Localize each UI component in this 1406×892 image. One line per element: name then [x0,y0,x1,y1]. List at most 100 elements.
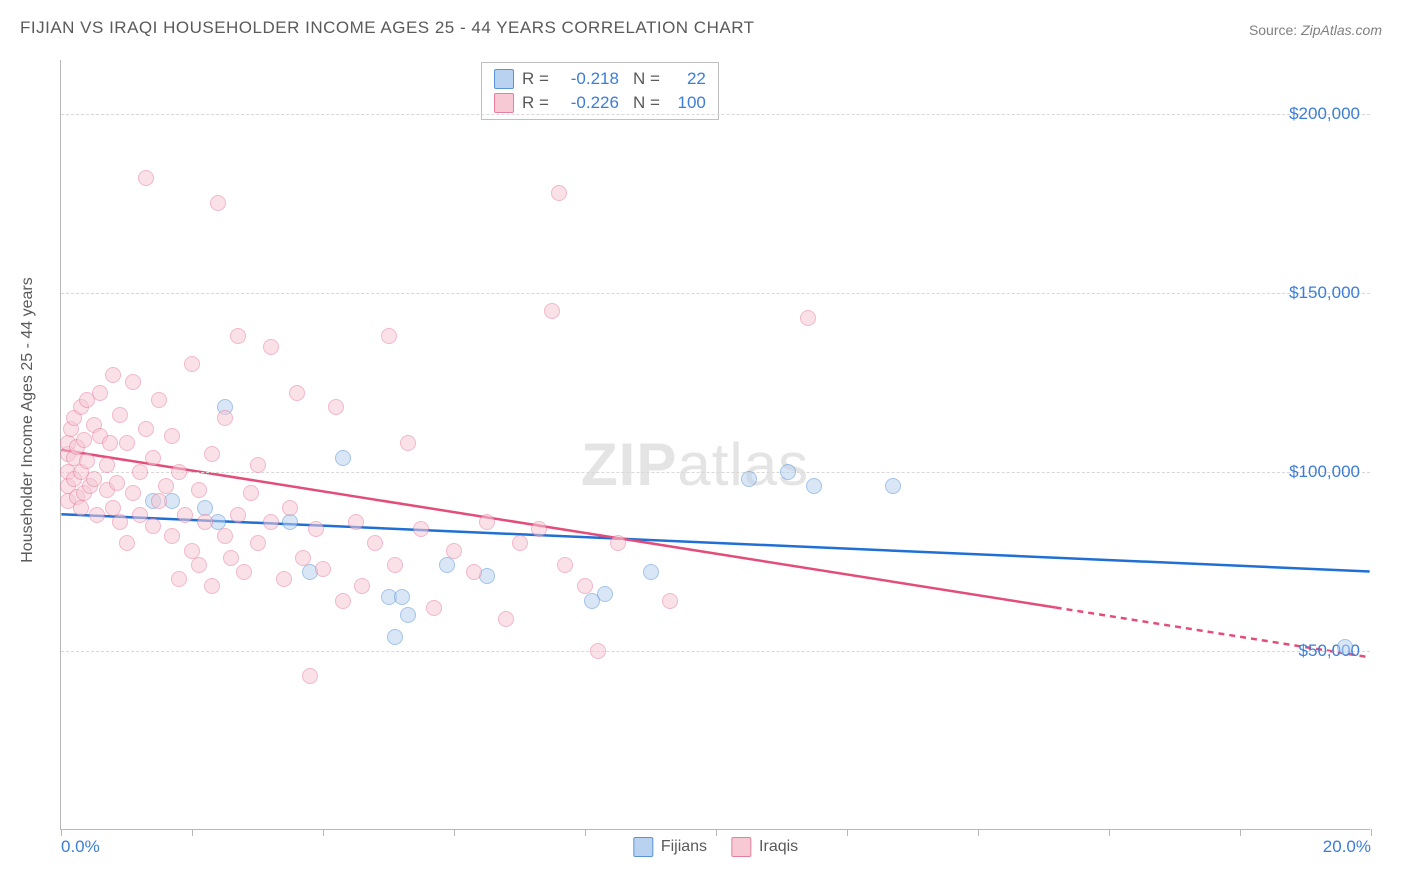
x-tick-mark [61,829,62,836]
legend-swatch [494,93,514,113]
scatter-point [544,303,560,319]
x-tick-mark [454,829,455,836]
scatter-point [145,518,161,534]
x-tick-mark [847,829,848,836]
legend-n-value: 22 [668,69,706,89]
scatter-point [577,578,593,594]
scatter-point [662,593,678,609]
gridline [61,293,1370,294]
scatter-point [158,478,174,494]
x-tick-mark [716,829,717,836]
scatter-point [250,535,266,551]
watermark-zip: ZIP [581,431,677,498]
scatter-point [446,543,462,559]
legend-r-value: -0.218 [557,69,619,89]
scatter-point [145,450,161,466]
scatter-point [236,564,252,580]
y-tick-label: $200,000 [1289,104,1360,124]
scatter-point [230,328,246,344]
scatter-point [119,535,135,551]
y-axis-label: Householder Income Ages 25 - 44 years [19,277,37,563]
scatter-point [99,457,115,473]
x-tick-mark [585,829,586,836]
scatter-point [191,557,207,573]
scatter-point [531,521,547,537]
scatter-point [89,507,105,523]
scatter-point [479,514,495,530]
scatter-point [132,464,148,480]
legend-n-value: 100 [668,93,706,113]
legend-swatch [494,69,514,89]
scatter-point [105,367,121,383]
scatter-point [780,464,796,480]
scatter-point [610,535,626,551]
scatter-point [466,564,482,580]
legend-n-label: N = [633,69,660,89]
scatter-point [387,557,403,573]
scatter-point [191,482,207,498]
scatter-point [171,464,187,480]
scatter-point [367,535,383,551]
scatter-point [151,392,167,408]
scatter-point [885,478,901,494]
scatter-point [171,571,187,587]
scatter-point [204,446,220,462]
scatter-point [217,410,233,426]
scatter-point [223,550,239,566]
scatter-point [125,485,141,501]
scatter-point [400,435,416,451]
scatter-point [79,453,95,469]
scatter-point [76,432,92,448]
legend-label: Iraqis [759,838,798,856]
legend-r-value: -0.226 [557,93,619,113]
legend-label: Fijians [661,838,707,856]
scatter-point [151,493,167,509]
scatter-point [92,385,108,401]
scatter-point [597,586,613,602]
x-tick-mark [1371,829,1372,836]
legend-n-label: N = [633,93,660,113]
source-value: ZipAtlas.com [1301,22,1382,38]
scatter-point [164,428,180,444]
legend-swatch [633,837,653,857]
scatter-point [138,170,154,186]
chart-title: FIJIAN VS IRAQI HOUSEHOLDER INCOME AGES … [20,18,755,38]
scatter-point [164,528,180,544]
scatter-point [354,578,370,594]
scatter-point [197,514,213,530]
scatter-point [112,514,128,530]
scatter-point [210,195,226,211]
scatter-point [289,385,305,401]
scatter-point [204,578,220,594]
scatter-point [413,521,429,537]
scatter-point [335,450,351,466]
scatter-point [394,589,410,605]
scatter-point [643,564,659,580]
scatter-point [217,528,233,544]
scatter-point [381,328,397,344]
series-legend: Fijians Iraqis [633,837,798,857]
scatter-point [230,507,246,523]
scatter-point [426,600,442,616]
scatter-point [1337,639,1353,655]
correlation-legend: R =-0.218N =22R =-0.226N =100 [481,62,719,120]
scatter-point [263,339,279,355]
scatter-point [348,514,364,530]
x-tick-mark [323,829,324,836]
scatter-point [315,561,331,577]
scatter-point [138,421,154,437]
scatter-point [800,310,816,326]
scatter-point [741,471,757,487]
legend-corr-row: R =-0.218N =22 [494,67,706,91]
scatter-point [243,485,259,501]
scatter-plot-area: ZIPatlas R =-0.218N =22R =-0.226N =100 F… [60,60,1370,830]
gridline [61,651,1370,652]
x-tick-label: 20.0% [1323,837,1371,857]
scatter-point [328,399,344,415]
scatter-point [119,435,135,451]
x-tick-mark [1109,829,1110,836]
source-attribution: Source: ZipAtlas.com [1249,22,1382,38]
scatter-point [73,500,89,516]
scatter-point [295,550,311,566]
source-label: Source: [1249,22,1301,38]
